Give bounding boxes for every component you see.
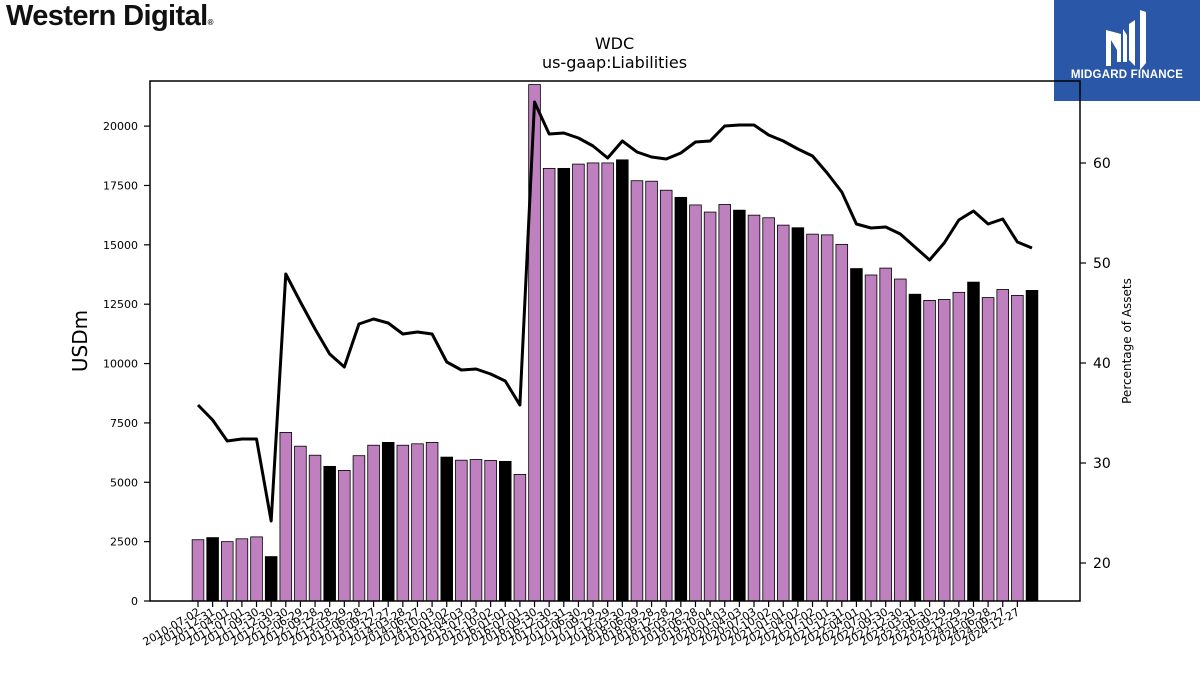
bar xyxy=(250,536,263,602)
percentage-line xyxy=(196,100,1033,523)
bar xyxy=(1025,290,1039,602)
y-tick-label: 0 xyxy=(131,595,138,608)
bar xyxy=(513,474,527,602)
bar xyxy=(864,274,878,602)
bar xyxy=(718,204,731,602)
bar xyxy=(820,234,834,602)
bar xyxy=(542,167,556,602)
registered-mark: ® xyxy=(207,18,214,27)
bar xyxy=(733,209,746,602)
y2-tick-label: 50 xyxy=(1093,256,1111,272)
bar xyxy=(396,444,410,602)
y-tick-label: 17500 xyxy=(103,179,138,192)
y2-tick-label: 60 xyxy=(1093,156,1111,172)
bar xyxy=(411,443,424,602)
bar xyxy=(659,189,673,602)
bar xyxy=(835,243,849,602)
bar xyxy=(381,441,395,602)
y-axis-ticks: 0 2500 5000 7500 10000 12500 15000 17500 20000 xyxy=(103,120,150,608)
bar xyxy=(601,162,614,602)
bar xyxy=(967,281,980,602)
y-tick-label: 2500 xyxy=(110,536,138,549)
bar xyxy=(557,167,571,602)
chart-subtitle: us-gaap:Liabilities xyxy=(542,53,687,72)
bar xyxy=(308,454,322,602)
bar xyxy=(806,233,819,602)
bar-series xyxy=(191,84,1039,602)
bar xyxy=(630,180,644,602)
bar xyxy=(469,459,483,602)
bar xyxy=(791,227,805,602)
bar xyxy=(703,211,717,602)
bar xyxy=(221,541,234,602)
y2-axis-label: Percentage of Assets xyxy=(1120,278,1134,404)
bar xyxy=(894,278,907,602)
bar xyxy=(616,159,629,602)
y2-tick-label: 20 xyxy=(1093,556,1111,572)
bar xyxy=(279,432,293,602)
bar xyxy=(499,460,512,602)
bar xyxy=(294,445,307,602)
bar xyxy=(440,456,453,602)
bar xyxy=(908,293,922,602)
bar xyxy=(923,299,936,602)
y-tick-label: 15000 xyxy=(103,239,138,252)
y-tick-label: 7500 xyxy=(110,417,138,430)
x-axis-ticks: 2010-07-022010-12-312011-04-012011-07-01… xyxy=(141,601,1022,649)
bar xyxy=(674,196,688,602)
bar xyxy=(323,465,336,602)
y2-axis-ticks: 20 30 40 50 60 xyxy=(1080,156,1111,572)
percentage-line-series xyxy=(196,100,1033,523)
plot-border xyxy=(149,80,1081,602)
y2-tick-label: 40 xyxy=(1093,356,1111,372)
y-tick-label: 10000 xyxy=(103,358,138,371)
bar xyxy=(981,297,995,602)
bar xyxy=(1011,295,1024,602)
bar xyxy=(645,180,658,602)
y-axis-label: USDm xyxy=(68,310,92,372)
midgard-finance-logo: MIDGARD FINANCE xyxy=(1054,0,1200,101)
bar xyxy=(572,163,585,602)
bar xyxy=(879,267,892,602)
midgard-finance-logo-text: MIDGARD FINANCE xyxy=(1070,69,1184,81)
bar xyxy=(689,204,702,602)
y-tick-label: 5000 xyxy=(110,476,138,489)
y-tick-label: 20000 xyxy=(103,120,138,133)
y-tick-label: 12500 xyxy=(103,298,138,311)
western-digital-logo-text: Western Digital xyxy=(6,0,208,32)
bar xyxy=(996,289,1009,602)
midgard-logo-mark-icon xyxy=(1106,10,1146,70)
bar xyxy=(762,217,775,602)
bar xyxy=(235,538,249,602)
western-digital-logo: Western Digital® xyxy=(6,0,213,33)
bar xyxy=(586,162,600,602)
bar xyxy=(264,556,278,602)
bar xyxy=(191,539,205,602)
bar xyxy=(367,444,380,602)
bar xyxy=(484,460,497,602)
bar xyxy=(352,455,366,602)
plot-frame xyxy=(149,80,1081,602)
bar xyxy=(206,537,219,602)
bar xyxy=(937,299,951,602)
y2-tick-label: 30 xyxy=(1093,456,1111,472)
bar xyxy=(747,214,761,602)
bar xyxy=(425,441,439,602)
chart-title: WDC xyxy=(595,34,634,53)
bar xyxy=(850,268,863,602)
bar xyxy=(777,224,790,602)
bar xyxy=(338,470,351,602)
bar xyxy=(455,459,468,602)
bar xyxy=(952,291,966,602)
